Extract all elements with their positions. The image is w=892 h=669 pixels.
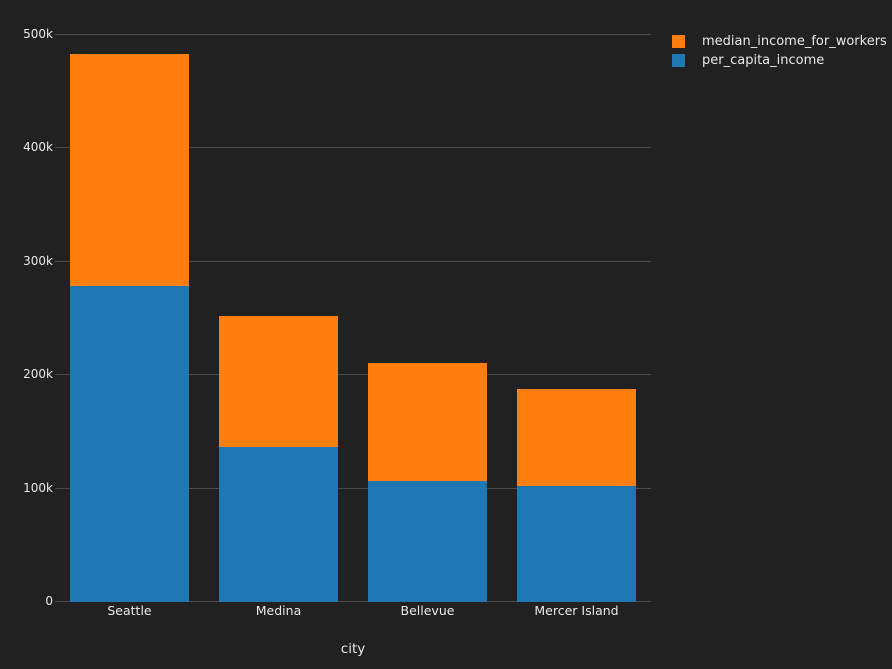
bar-per_capita_income-Mercer Island[interactable] — [517, 486, 636, 602]
gridline-500k — [55, 34, 651, 35]
x-axis-title: city — [340, 641, 366, 657]
bar-per_capita_income-Bellevue[interactable] — [368, 480, 487, 602]
legend: median_income_for_workers per_capita_inco… — [672, 32, 887, 70]
gridline-0 — [55, 601, 651, 602]
x-tick-label: Bellevue — [400, 603, 455, 618]
y-tick-label: 400k — [23, 140, 53, 155]
bar-median_income_for_workers-Mercer Island[interactable] — [517, 388, 636, 487]
gridline-100k — [55, 487, 651, 489]
gridline-400k — [55, 147, 651, 149]
legend-item-per_capita_income[interactable]: per_capita_income — [672, 51, 887, 70]
bar-median_income_for_workers-Bellevue[interactable] — [368, 362, 487, 481]
gridline-200k — [55, 374, 651, 376]
legend-swatch-median_income_for_workers — [672, 35, 685, 48]
y-axis: 0 100k 200k 300k 400k 500k — [0, 0, 53, 620]
x-tick-label: Mercer Island — [534, 603, 619, 618]
gridline-300k — [55, 260, 651, 262]
bar-median_income_for_workers-Seattle[interactable] — [70, 54, 189, 286]
bar-median_income_for_workers-Medina[interactable] — [219, 316, 338, 447]
plot-area — [55, 20, 651, 602]
x-tick-label: Seattle — [107, 603, 152, 618]
y-tick-label: 300k — [23, 253, 53, 268]
x-axis: Seattle Medina Bellevue Mercer Island — [55, 603, 651, 619]
legend-swatch-per_capita_income — [672, 54, 685, 67]
y-tick-label: 0 — [45, 594, 53, 608]
legend-item-median_income_for_workers[interactable]: median_income_for_workers — [672, 32, 887, 51]
legend-label: per_capita_income — [702, 53, 825, 68]
y-tick-label: 100k — [23, 480, 53, 495]
legend-label: median_income_for_workers — [702, 34, 887, 49]
x-tick-label: Medina — [255, 603, 302, 618]
bar-per_capita_income-Seattle[interactable] — [70, 285, 189, 602]
y-tick-label: 500k — [23, 27, 53, 41]
y-tick-label: 200k — [23, 367, 53, 382]
bar-per_capita_income-Medina[interactable] — [219, 446, 338, 602]
